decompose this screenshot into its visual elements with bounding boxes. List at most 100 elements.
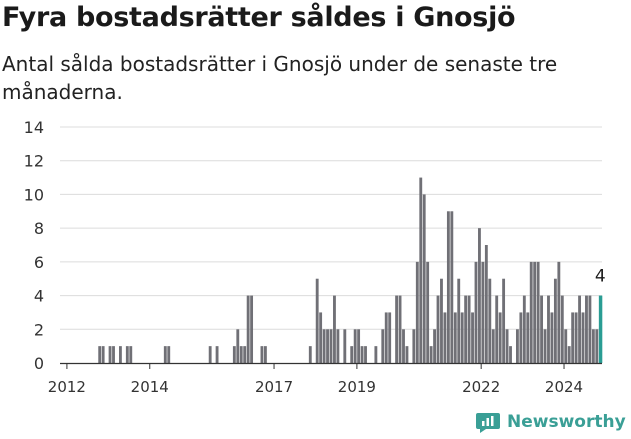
bar — [239, 346, 243, 363]
bar — [571, 312, 575, 363]
bar — [364, 346, 367, 363]
bar — [550, 312, 554, 363]
bar — [464, 295, 468, 363]
bar — [426, 261, 430, 363]
bar — [336, 329, 340, 363]
bar — [402, 329, 405, 363]
bar — [557, 261, 561, 363]
bar — [319, 312, 323, 363]
bar — [357, 329, 361, 363]
bar — [232, 346, 236, 363]
bar — [481, 261, 485, 363]
bar — [405, 346, 409, 363]
bar — [553, 278, 557, 363]
bar — [478, 228, 481, 363]
bar — [560, 295, 564, 363]
bar — [440, 278, 443, 363]
bar — [585, 295, 588, 363]
y-tick-label: 4 — [34, 287, 44, 306]
bar — [433, 329, 436, 363]
brand-name: Newsworthy — [507, 412, 626, 432]
x-tick-label: 2022 — [462, 378, 500, 396]
bar — [388, 312, 392, 363]
bar — [502, 278, 506, 363]
bar — [263, 346, 267, 363]
bar — [236, 329, 240, 363]
bar — [125, 346, 129, 363]
bar — [591, 329, 595, 363]
chart-subtitle: Antal sålda bostadsrätter i Gnosjö under… — [2, 52, 558, 104]
bar — [101, 346, 105, 363]
bar — [108, 346, 112, 363]
bar — [505, 329, 509, 363]
bar — [519, 312, 523, 363]
bar — [474, 261, 478, 363]
y-tick-label: 2 — [34, 320, 44, 339]
bar — [509, 346, 512, 363]
bar — [322, 329, 326, 363]
bar — [547, 295, 550, 363]
y-tick-label: 8 — [34, 219, 44, 238]
bar — [453, 312, 457, 363]
bar — [429, 346, 433, 363]
bar — [522, 295, 526, 363]
bar — [381, 329, 385, 363]
bar — [326, 329, 329, 363]
x-tick-label: 2024 — [545, 378, 583, 396]
chart-title: Fyra bostadsrätter såldes i Gnosjö — [2, 2, 516, 33]
bar — [515, 329, 519, 363]
bar — [384, 312, 388, 363]
bar — [163, 346, 167, 363]
bar — [488, 278, 492, 363]
bar — [588, 295, 592, 363]
bar — [498, 312, 502, 363]
bar — [250, 295, 254, 363]
bar — [467, 295, 471, 363]
highlight-bar — [598, 295, 603, 363]
bar — [98, 346, 102, 363]
y-tick-label: 12 — [24, 152, 44, 171]
bar — [167, 346, 171, 363]
x-tick-label: 2019 — [338, 378, 376, 396]
bar — [536, 261, 540, 363]
bar — [533, 261, 537, 363]
y-tick-label: 14 — [24, 118, 44, 137]
bar — [374, 346, 378, 363]
y-tick-label: 6 — [34, 253, 44, 272]
bar — [457, 278, 461, 363]
x-tick-label: 2014 — [131, 378, 169, 396]
bar — [460, 312, 464, 363]
bar — [395, 295, 399, 363]
bar — [350, 346, 354, 363]
x-tick-label: 2012 — [48, 378, 86, 396]
brand-logo: Newsworthy — [476, 410, 626, 434]
bar — [581, 312, 585, 363]
bar — [415, 261, 419, 363]
bar — [398, 295, 402, 363]
bar — [353, 329, 357, 363]
bar — [564, 329, 568, 363]
newsworthy-logo-icon — [476, 413, 500, 433]
bar — [419, 177, 423, 363]
x-tick-label: 2017 — [255, 378, 293, 396]
bar — [333, 295, 336, 363]
bar — [308, 346, 312, 363]
bar — [329, 329, 333, 363]
bar — [540, 295, 544, 363]
bar — [412, 329, 416, 363]
bar — [595, 329, 599, 363]
bar — [215, 346, 219, 363]
bar — [443, 312, 447, 363]
y-tick-label: 0 — [34, 354, 44, 373]
bar — [129, 346, 133, 363]
bar — [315, 278, 319, 363]
bar — [112, 346, 115, 363]
bar — [574, 312, 578, 363]
bar — [567, 346, 571, 363]
bar — [118, 346, 122, 363]
bar — [243, 346, 247, 363]
bar — [529, 261, 533, 363]
bar — [446, 211, 450, 363]
